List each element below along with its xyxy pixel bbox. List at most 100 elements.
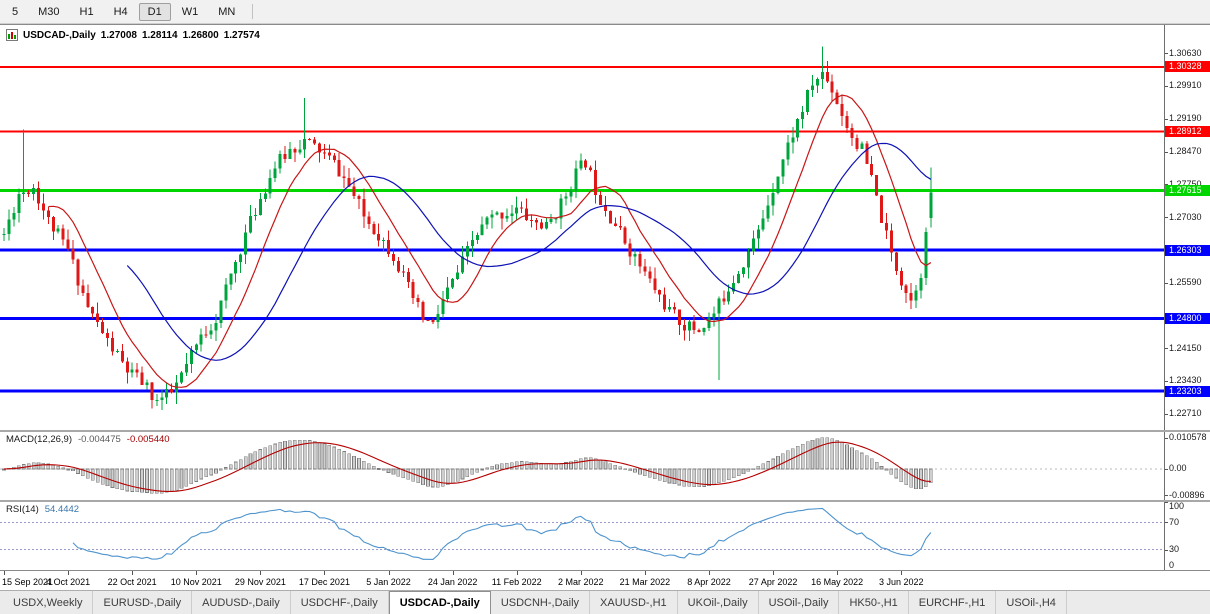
date-tick-mark [837, 571, 839, 575]
panel-resize-divider[interactable] [0, 430, 1210, 432]
price-line-label: 1.26303 [1165, 244, 1210, 256]
timeframe-button-m30[interactable]: M30 [38, 5, 60, 18]
date-label: 15 Sep 2021 [2, 577, 54, 587]
axis-tick-label: 70 [1169, 516, 1180, 527]
macd-label: MACD(12,26,9) [6, 434, 72, 445]
date-tick-mark [260, 571, 262, 575]
axis-tick-label: 1.30630 [1169, 47, 1202, 58]
axis-tick-mark [1165, 348, 1168, 349]
axis-tick-mark [1165, 381, 1168, 382]
rsi-header: RSI(14) 54.4442 [6, 504, 79, 515]
chart-tab-usoil-daily[interactable]: USOil-,Daily [759, 591, 840, 614]
timeframe-button-d1[interactable]: D1 [138, 2, 171, 21]
date-label: 24 Jan 2022 [427, 577, 478, 587]
date-tick-mark [4, 571, 5, 575]
rsi-label: RSI(14) [6, 504, 39, 515]
axis-tick-label: 1.23430 [1169, 375, 1202, 386]
price-line-label: 1.28912 [1165, 125, 1210, 137]
axis-tick-label: -0.00896 [1169, 489, 1205, 500]
price-line-label: 1.24800 [1165, 313, 1210, 324]
candlestick-chart-svg [0, 46, 1164, 410]
chart-tab-eurchf-h1[interactable]: EURCHF-,H1 [909, 591, 997, 614]
chart-tab-usdchf-daily[interactable]: USDCHF-,Daily [291, 591, 389, 614]
date-label: 10 Nov 2021 [170, 577, 222, 587]
axis-tick-label: 0.010578 [1169, 432, 1207, 443]
date-tick-mark [388, 571, 390, 575]
chart-tab-ukoil-daily[interactable]: UKOil-,Daily [678, 591, 759, 614]
date-label: 4 Oct 2021 [46, 577, 91, 587]
timeframe-toolbar: 5 M30 H1 H4 D1 W1 MN [0, 0, 1210, 24]
date-label: 17 Dec 2021 [298, 577, 350, 587]
timeframe-button-w1[interactable]: W1 [181, 5, 199, 18]
axis-tick-mark [1165, 152, 1168, 153]
date-tick-mark [580, 571, 582, 575]
timeframe-button-h4[interactable]: H4 [113, 5, 128, 18]
rsi-axis[interactable]: 100 70 30 0 [1164, 502, 1210, 570]
date-label: 2 Mar 2022 [558, 577, 604, 587]
date-label: 8 Apr 2022 [687, 577, 731, 587]
axis-tick-mark [1165, 502, 1168, 503]
chart-tab-xauusd-h1[interactable]: XAUUSD-,H1 [590, 591, 678, 614]
date-label: 22 Oct 2021 [107, 577, 157, 587]
date-label: 27 Apr 2022 [748, 577, 798, 587]
macd-plot[interactable]: MACD(12,26,9) -0.004475 -0.005440 [0, 432, 1164, 500]
date-tick-mark [901, 571, 903, 575]
axis-tick-mark [1165, 283, 1168, 284]
axis-tick-label: 1.28470 [1169, 146, 1202, 156]
macd-value-main: -0.004475 [78, 434, 121, 445]
date-tick-mark [773, 571, 775, 575]
rsi-chart-svg [0, 507, 1164, 561]
price-line-label: 1.30328 [1165, 61, 1210, 73]
date-label: 5 Jan 2022 [366, 577, 411, 587]
date-axis[interactable]: 15 Sep 2021 4 Oct 2021 22 Oct 2021 10 Nov 2… [0, 570, 1210, 590]
ohlc-close: 1.27574 [223, 29, 260, 41]
main-plot[interactable]: USDCAD-,Daily 1.27008 1.28114 1.26800 1.… [0, 25, 1164, 430]
date-label: 11 Feb 2022 [491, 577, 542, 587]
axis-tick-label: 1.25590 [1169, 277, 1202, 288]
main-price-axis[interactable]: 1.30630 1.29910 1.29190 1.28470 1.27750 1.270… [1164, 25, 1210, 430]
date-tick-mark [644, 571, 646, 575]
timeframe-button-5[interactable]: 5 [12, 5, 19, 18]
timeframe-button-h1[interactable]: H1 [79, 5, 94, 18]
axis-tick-mark [1165, 86, 1168, 87]
chart-tab-usdx-weekly[interactable]: USDX,Weekly [3, 591, 94, 614]
date-tick-mark [516, 571, 518, 575]
axis-tick-label: 30 [1169, 544, 1180, 555]
candlestick-chart-icon [6, 29, 18, 41]
chart-tab-audusd-daily[interactable]: AUDUSD-,Daily [192, 591, 291, 614]
chart-title: USDCAD-,Daily [23, 29, 96, 41]
ohlc-high: 1.28114 [141, 29, 178, 41]
axis-tick-mark [1165, 217, 1168, 218]
date-tick-mark [68, 571, 70, 575]
date-tick-mark [324, 571, 326, 575]
macd-value-signal: -0.005440 [126, 434, 170, 445]
axis-tick-label: 1.29190 [1169, 113, 1202, 124]
axis-tick-label: 100 [1169, 502, 1185, 511]
axis-tick-mark [1165, 550, 1168, 551]
chart-window: USDCAD-,Daily 1.27008 1.28114 1.26800 1.… [0, 24, 1210, 590]
panel-resize-divider[interactable] [0, 500, 1210, 502]
chart-header: USDCAD-,Daily 1.27008 1.28114 1.26800 1.… [6, 29, 260, 41]
rsi-plot[interactable]: RSI(14) 54.4442 [0, 502, 1164, 570]
macd-panel: MACD(12,26,9) -0.004475 -0.005440 0.0105… [0, 432, 1210, 500]
axis-tick-label: 1.27030 [1169, 211, 1202, 222]
axis-tick-mark [1165, 414, 1168, 415]
axis-tick-mark [1165, 53, 1168, 54]
price-line-label: 1.27615 [1165, 184, 1210, 196]
macd-axis[interactable]: 0.010578 0.00 -0.00896 [1164, 432, 1210, 500]
main-price-panel: USDCAD-,Daily 1.27008 1.28114 1.26800 1.… [0, 25, 1210, 430]
chart-tab-usoil-h4[interactable]: USOil-,H4 [996, 591, 1067, 614]
ohlc-open: 1.27008 [100, 29, 137, 41]
chart-tab-hk50-h1[interactable]: HK50-,H1 [839, 591, 909, 614]
chart-tab-eurusd-daily[interactable]: EURUSD-,Daily [93, 591, 193, 614]
chart-tab-usdcad-daily[interactable]: USDCAD-,Daily [388, 591, 491, 614]
axis-tick-label: 0 [1169, 560, 1175, 570]
timeframe-button-mn[interactable]: MN [218, 5, 236, 18]
date-label: 16 May 2022 [811, 577, 864, 587]
date-label: 21 Mar 2022 [619, 577, 671, 587]
date-label: 29 Nov 2021 [234, 577, 286, 587]
chart-tab-usdcnh-daily[interactable]: USDCNH-,Daily [491, 591, 591, 614]
axis-tick-label: 1.22710 [1169, 408, 1202, 419]
macd-header: MACD(12,26,9) -0.004475 -0.005440 [6, 434, 170, 445]
date-tick-mark [196, 571, 198, 575]
